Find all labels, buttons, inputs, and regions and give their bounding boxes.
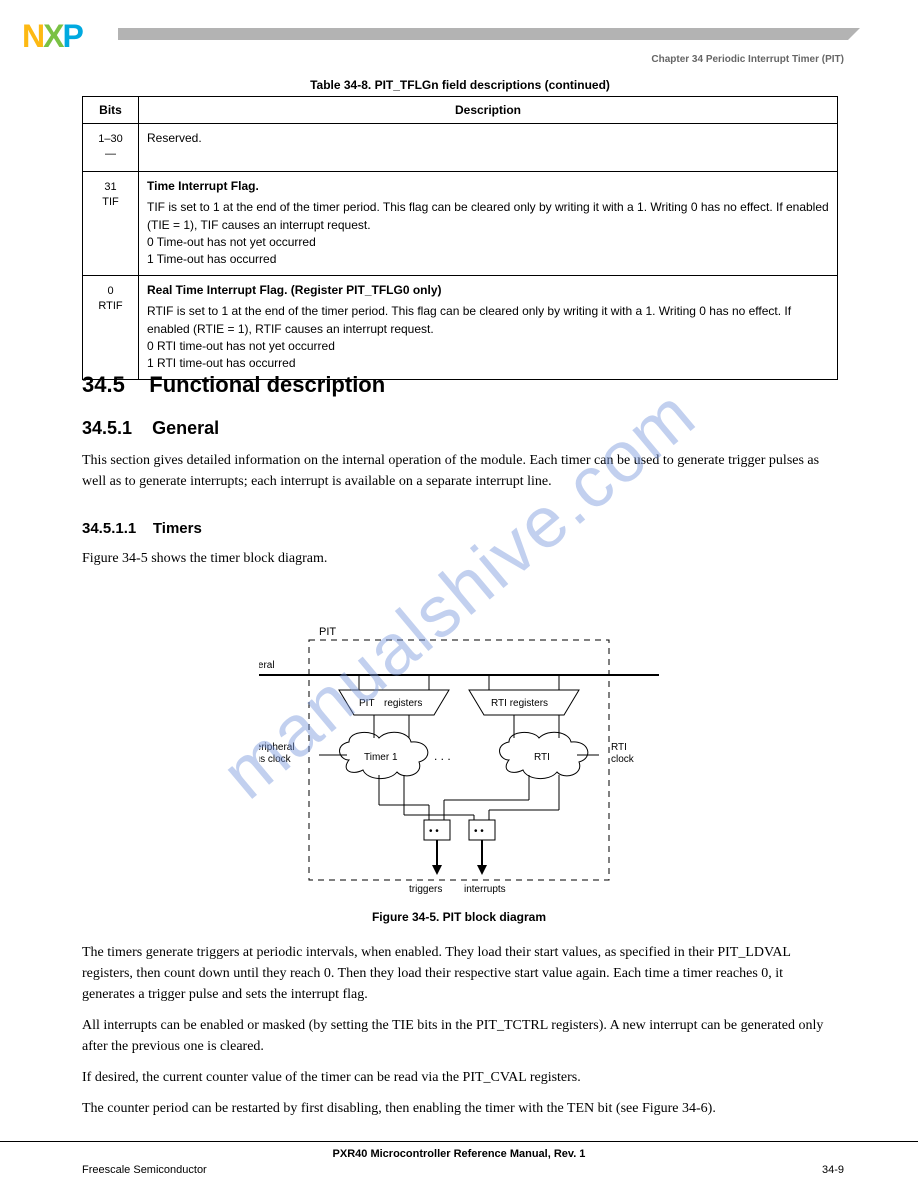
svg-text:PIT: PIT bbox=[359, 698, 375, 709]
svg-text:. . .: . . . bbox=[434, 749, 451, 763]
th-desc: Description bbox=[139, 97, 838, 124]
table-row: 31 TIF Time Interrupt Flag. TIF is set t… bbox=[83, 171, 838, 275]
svg-text:Timer 1: Timer 1 bbox=[364, 752, 398, 763]
logo-n: N bbox=[22, 18, 43, 54]
header-rule bbox=[118, 28, 848, 40]
figure-caption: Figure 34-5. PIT block diagram bbox=[0, 910, 918, 924]
svg-text:RTI: RTI bbox=[611, 742, 627, 753]
svg-text:registers: registers bbox=[384, 698, 422, 709]
header-chapter: Chapter 34 Periodic Interrupt Timer (PIT… bbox=[651, 54, 844, 65]
table-row: 1–30 — Reserved. bbox=[83, 124, 838, 172]
section-heading-2: 34.5.1 General bbox=[82, 418, 219, 439]
body-text-block: The timers generate triggers at periodic… bbox=[82, 942, 838, 1119]
section-heading-3: 34.5.1.1 Timers bbox=[82, 520, 202, 537]
svg-text:Peripheral: Peripheral bbox=[259, 742, 295, 753]
svg-text:Peripheral: Peripheral bbox=[259, 660, 275, 671]
table-caption: Table 34-8. PIT_TFLGn field descriptions… bbox=[82, 78, 838, 92]
footer-left: Freescale Semiconductor bbox=[82, 1164, 207, 1176]
page-footer: PXR40 Microcontroller Reference Manual, … bbox=[0, 1141, 918, 1160]
svg-text:clock: clock bbox=[611, 754, 635, 765]
svg-text:RTI: RTI bbox=[534, 752, 550, 763]
logo-x: X bbox=[43, 18, 62, 54]
svg-text:bus clock: bus clock bbox=[259, 754, 292, 765]
body-paragraph: This section gives detailed information … bbox=[82, 450, 838, 492]
desc-cell: Reserved. bbox=[139, 124, 838, 172]
body-paragraph: Figure 34-5 shows the timer block diagra… bbox=[82, 548, 838, 569]
svg-text:triggers: triggers bbox=[409, 884, 442, 895]
pit-block-diagram: PIT Peripheral bus PIT registers RTI reg… bbox=[259, 620, 659, 900]
svg-text:• •: • • bbox=[429, 826, 439, 837]
page-header: NXP Chapter 34 Periodic Interrupt Timer … bbox=[0, 18, 918, 58]
footer-page-num: 34-9 bbox=[822, 1164, 844, 1176]
pit-title-label: PIT bbox=[319, 626, 336, 638]
bits-cell: 31 TIF bbox=[83, 171, 139, 275]
svg-text:• •: • • bbox=[474, 826, 484, 837]
svg-text:RTI registers: RTI registers bbox=[491, 698, 548, 709]
table-row: 0 RTIF Real Time Interrupt Flag. (Regist… bbox=[83, 275, 838, 379]
desc-cell: Real Time Interrupt Flag. (Register PIT_… bbox=[139, 275, 838, 379]
nxp-logo: NXP bbox=[22, 18, 110, 52]
section-heading-1: 34.5 Functional description bbox=[82, 372, 385, 398]
bitfield-table: Bits Description 1–30 — Reserved. 31 TIF… bbox=[82, 96, 838, 380]
svg-text:interrupts: interrupts bbox=[464, 884, 506, 895]
th-bits: Bits bbox=[83, 97, 139, 124]
desc-cell: Time Interrupt Flag. TIF is set to 1 at … bbox=[139, 171, 838, 275]
bits-cell: 1–30 — bbox=[83, 124, 139, 172]
figure-block: PIT Peripheral bus PIT registers RTI reg… bbox=[0, 600, 918, 920]
bits-cell: 0 RTIF bbox=[83, 275, 139, 379]
footer-doc-title: PXR40 Microcontroller Reference Manual, … bbox=[0, 1148, 918, 1160]
logo-p: P bbox=[62, 18, 81, 54]
